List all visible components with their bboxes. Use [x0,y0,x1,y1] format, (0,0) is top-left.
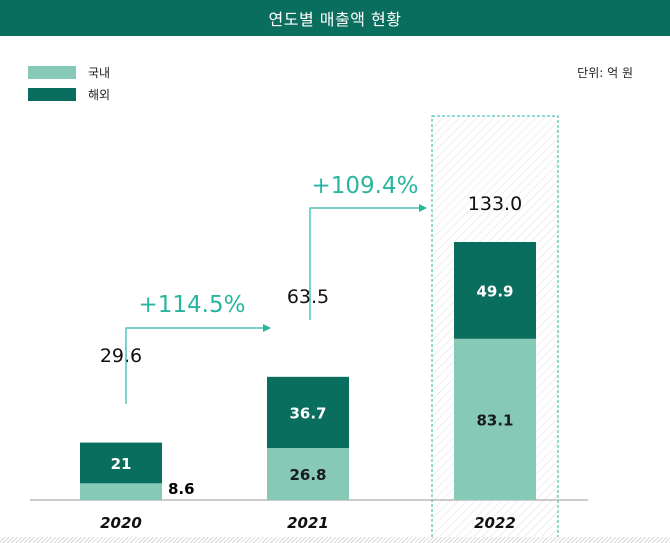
growth-label-2022: +109.4% [312,173,419,199]
total-label-2020: 29.6 [100,345,142,367]
growth-label-2021: +114.5% [139,292,246,318]
total-label-2022: 133.0 [468,193,522,215]
legend-swatch-domestic [28,65,76,79]
legend-label-overseas: 해외 [88,87,111,102]
value-label-overseas-2022: 49.9 [476,282,513,300]
unit-label: 단위: 억 원 [577,66,633,80]
bar-overseas-2022 [454,242,536,339]
value-label-domestic-2021: 26.8 [289,466,326,484]
total-label-2021: 63.5 [287,286,329,308]
bar-domestic-2021 [267,448,349,500]
growth-arrow-2022 [309,204,427,320]
legend-label-domestic: 국내 [88,65,111,80]
category-label-2022: 2022 [474,514,516,532]
legend-item-overseas: 해외 [28,84,110,104]
chart-title: 연도별 매출액 현황 [0,0,670,36]
bar-domestic-2020 [80,483,162,500]
value-label-domestic-2020: 8.6 [168,480,195,498]
bar-overseas-2020 [80,442,162,484]
legend: 국내 해외 [28,62,110,106]
legend-swatch-overseas [28,87,76,101]
bar-domestic-2022 [454,338,536,500]
value-label-overseas-2021: 36.7 [289,404,326,422]
category-label-2020: 2020 [100,514,142,532]
category-label-2021: 2021 [287,514,329,532]
bar-overseas-2021 [267,376,349,449]
value-label-domestic-2022: 83.1 [476,411,513,429]
bottom-divider [0,537,670,543]
legend-item-domestic: 국내 [28,62,110,82]
growth-arrow-2021 [125,324,271,404]
value-label-overseas-2020: 21 [111,455,132,473]
